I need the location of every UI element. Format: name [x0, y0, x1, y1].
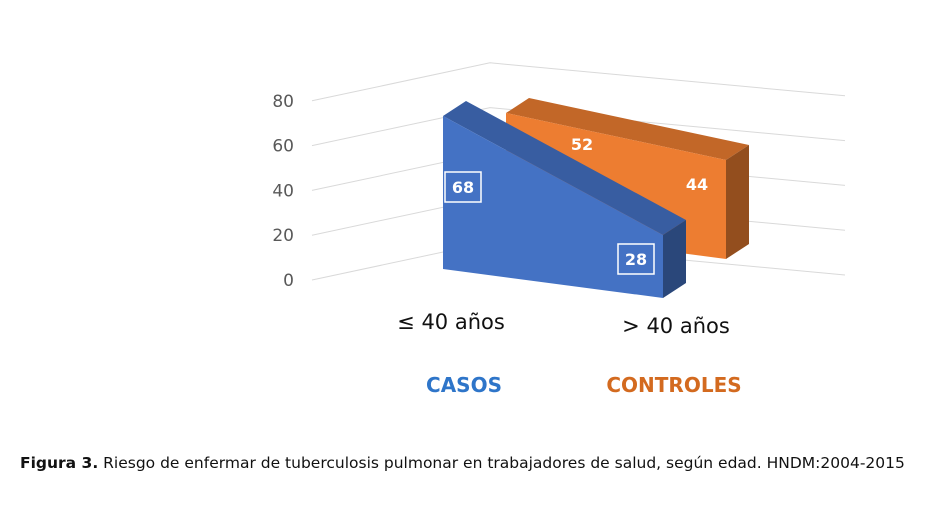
legend: CASOS CONTROLES	[426, 373, 742, 397]
legend-entry: CASOS	[426, 373, 502, 397]
caption-text: Riesgo de enfermar de tuberculosis pulmo…	[103, 454, 905, 472]
data-label: 28	[617, 243, 655, 275]
gridline	[311, 62, 846, 102]
y-tick-label: 80	[272, 92, 294, 112]
gridline	[311, 107, 846, 147]
figure-caption: Figura 3. Riesgo de enfermar de tubercul…	[20, 454, 930, 472]
area-series	[443, 101, 686, 298]
area-side-face	[663, 220, 686, 298]
category-labels: ≤ 40 años > 40 años	[397, 310, 730, 338]
y-tick-label: 0	[283, 271, 294, 291]
area-top-face	[506, 98, 749, 160]
plot-area	[443, 98, 749, 298]
data-label-box	[617, 243, 655, 275]
data-labels: 68 28 52 44	[444, 135, 708, 275]
category-label: > 40 años	[622, 314, 730, 338]
y-axis-ticks: 0 20 40 60 80	[272, 92, 294, 291]
y-tick-label: 60	[272, 137, 294, 157]
chart: 0 20 40 60 80 68 28 52 44 ≤ 40 años > 40 años CA…	[272, 62, 846, 397]
data-label: 44	[686, 175, 708, 194]
area-top-face	[443, 101, 686, 235]
y-tick-label: 40	[272, 181, 294, 201]
category-label: ≤ 40 años	[397, 310, 505, 334]
data-label-value: 68	[452, 178, 474, 197]
caption-label: Figura 3.	[20, 454, 99, 472]
legend-entry: CONTROLES	[606, 373, 741, 397]
y-tick-label: 20	[272, 226, 294, 246]
data-label: 68	[444, 171, 482, 203]
area-side-face	[726, 145, 749, 259]
data-label-value: 28	[625, 250, 647, 269]
data-label-box	[444, 171, 482, 203]
data-label: 52	[571, 135, 593, 154]
area-front-face	[443, 116, 663, 298]
